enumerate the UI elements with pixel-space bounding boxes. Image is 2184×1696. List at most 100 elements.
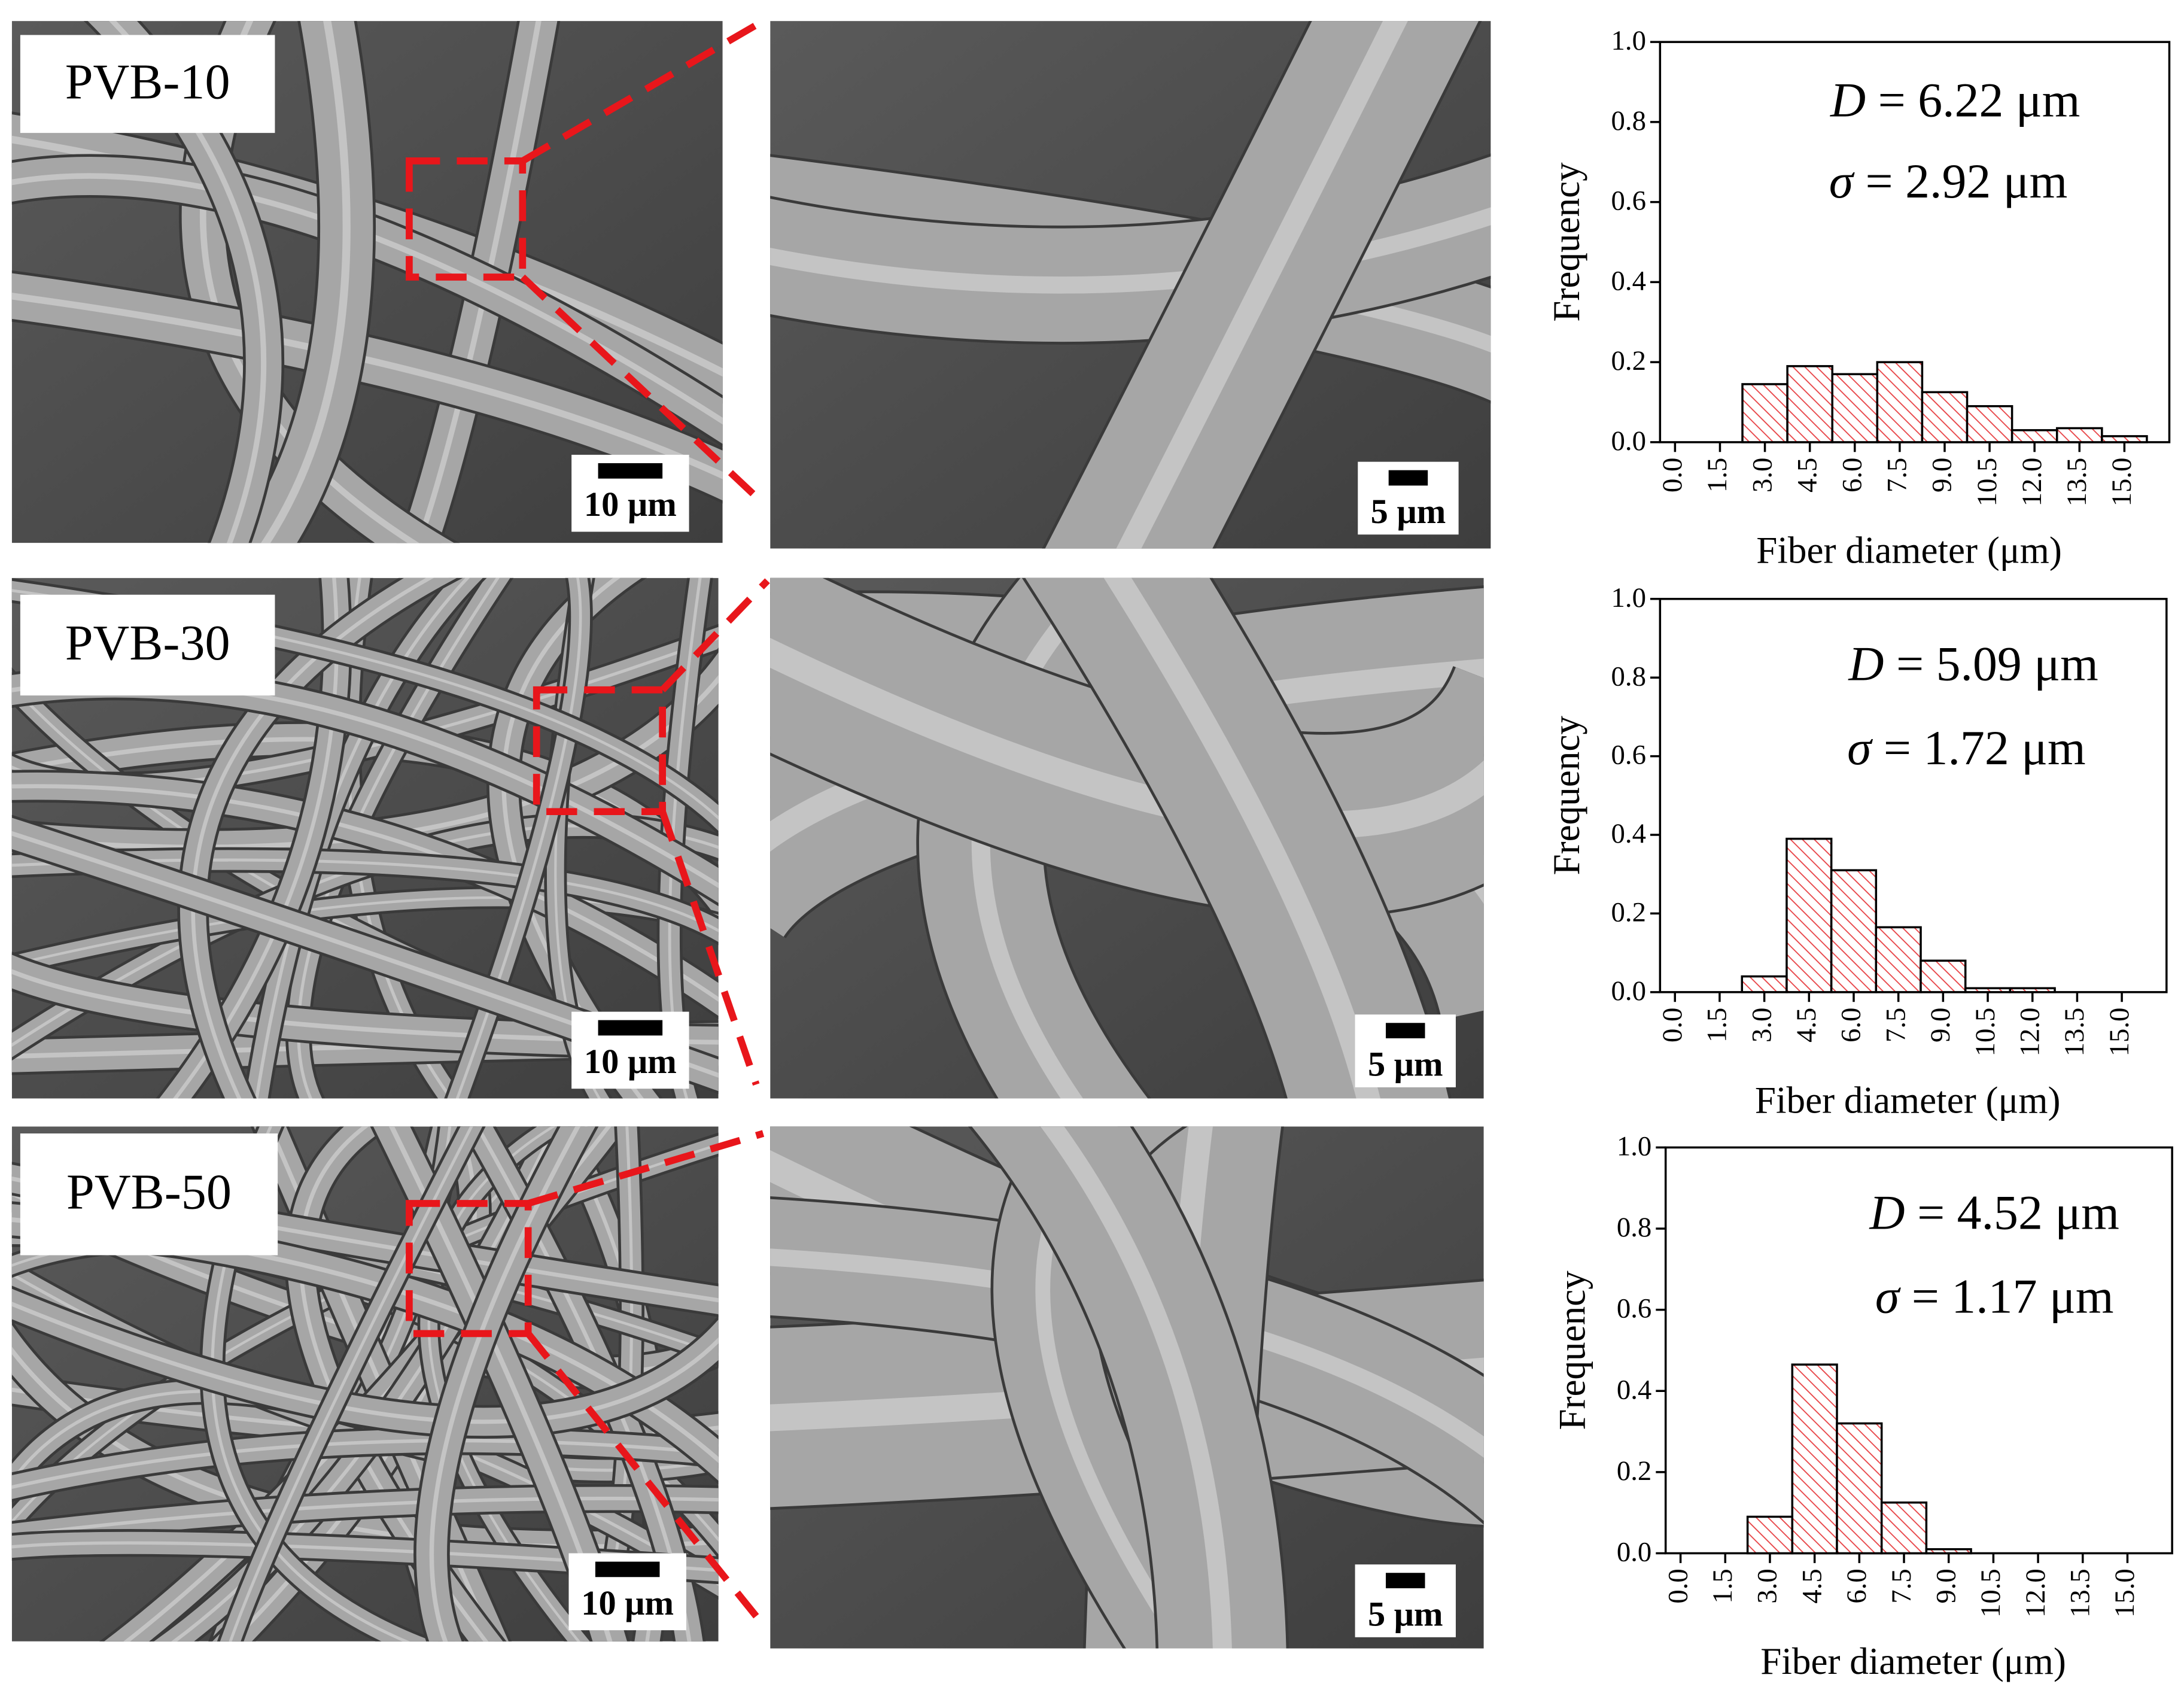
zoom-line bbox=[527, 1130, 765, 1207]
histogram-bar bbox=[1741, 383, 1788, 443]
label-box bbox=[20, 1133, 278, 1256]
x-tick-label: 15.0 bbox=[2104, 1008, 2135, 1057]
zoom-box bbox=[533, 686, 666, 816]
y-tick-label: 1.0 bbox=[1617, 1130, 1651, 1162]
x-tick-label: 0.0 bbox=[1662, 1569, 1693, 1603]
y-tick-label: 0.6 bbox=[1611, 186, 1646, 217]
zoom-line bbox=[659, 578, 770, 692]
fiber-highlight bbox=[11, 1439, 719, 1489]
histogram-bar bbox=[1786, 365, 1833, 443]
fiber-highlight bbox=[594, 1126, 634, 1642]
x-tick-label: 0.0 bbox=[1657, 458, 1688, 493]
histogram-bar bbox=[1880, 1501, 1928, 1555]
y-tick-label: 0.0 bbox=[1611, 425, 1646, 457]
annotation: σ = 2.92 μm bbox=[1829, 154, 2068, 208]
x-tick-label: 13.5 bbox=[2059, 1008, 2090, 1057]
zoom-line bbox=[659, 810, 760, 1086]
histogram-bar bbox=[1831, 373, 1879, 443]
fiber-highlight bbox=[770, 207, 1491, 294]
sem-image bbox=[11, 578, 719, 1099]
sem-image bbox=[770, 578, 1484, 1099]
annotation: D = 6.22 μm bbox=[1830, 72, 2080, 127]
y-tick-label: 1.0 bbox=[1611, 25, 1646, 56]
histogram-bar bbox=[1921, 391, 1969, 443]
histogram-bar bbox=[1836, 1422, 1883, 1555]
y-tick-label: 0.0 bbox=[1611, 975, 1646, 1007]
y-tick-label: 1.0 bbox=[1611, 582, 1646, 613]
scale-bar-label: 5 μm bbox=[1368, 1045, 1443, 1084]
sem-image bbox=[11, 21, 723, 543]
x-tick-label: 1.5 bbox=[1707, 1569, 1738, 1603]
scale-bar bbox=[1386, 1023, 1425, 1039]
zoom-box bbox=[406, 157, 527, 281]
x-tick-label: 6.0 bbox=[1841, 1569, 1872, 1603]
y-tick-label: 0.2 bbox=[1611, 897, 1646, 928]
x-tick-label: 10.5 bbox=[1975, 1569, 2006, 1618]
x-tick-label: 4.5 bbox=[1796, 1569, 1827, 1603]
y-tick-label: 0.6 bbox=[1617, 1293, 1651, 1324]
scale-bar-label: 5 μm bbox=[1368, 1594, 1443, 1633]
scale-bar-label: 10 μm bbox=[584, 1042, 677, 1081]
histogram-bar bbox=[1746, 1515, 1794, 1555]
fiber-highlight bbox=[1116, 21, 1408, 549]
x-axis-label: Fiber diameter (μm) bbox=[1755, 1079, 2061, 1121]
histogram-bar bbox=[1741, 975, 1788, 993]
x-tick-label: 7.5 bbox=[1882, 458, 1913, 493]
x-tick-label: 9.0 bbox=[1930, 1569, 1961, 1603]
y-tick-label: 0.2 bbox=[1617, 1455, 1651, 1487]
y-tick-label: 0.6 bbox=[1611, 740, 1646, 771]
scale-bar-label: 5 μm bbox=[1371, 492, 1446, 531]
zoom-line bbox=[525, 1331, 759, 1619]
fiber-highlight bbox=[191, 578, 434, 1099]
x-tick-label: 1.5 bbox=[1702, 458, 1733, 493]
scale-bar bbox=[1388, 470, 1428, 486]
x-axis-label: Fiber diameter (μm) bbox=[1756, 529, 2062, 571]
scale-bar bbox=[595, 1561, 660, 1578]
annotation: D = 5.09 μm bbox=[1848, 636, 2098, 691]
x-axis-label: Fiber diameter (μm) bbox=[1760, 1640, 2066, 1682]
sample-label: PVB-50 bbox=[66, 1165, 232, 1220]
fiber-highlight bbox=[11, 293, 723, 479]
y-tick-label: 0.8 bbox=[1617, 1212, 1651, 1243]
histogram-bar bbox=[2010, 429, 2058, 443]
y-tick-label: 0.4 bbox=[1611, 818, 1646, 849]
x-tick-label: 12.0 bbox=[2014, 1008, 2045, 1057]
histogram-bar bbox=[1925, 1548, 1972, 1555]
x-tick-label: 7.5 bbox=[1886, 1569, 1917, 1603]
x-tick-label: 3.0 bbox=[1747, 458, 1778, 493]
histogram-bar bbox=[1875, 926, 1922, 993]
y-axis-label: Frequency bbox=[1552, 1271, 1593, 1430]
x-tick-label: 6.0 bbox=[1837, 458, 1868, 493]
scale-bar bbox=[1386, 1573, 1425, 1588]
histogram-bar bbox=[1966, 405, 2013, 443]
x-tick-label: 9.0 bbox=[1925, 1008, 1956, 1042]
y-axis-label: Frequency bbox=[1546, 716, 1587, 876]
fiber-highlight bbox=[668, 578, 702, 1099]
x-tick-label: 15.0 bbox=[2109, 1569, 2140, 1618]
x-tick-label: 7.5 bbox=[1880, 1008, 1911, 1042]
x-tick-label: 3.0 bbox=[1746, 1008, 1777, 1042]
x-tick-label: 4.5 bbox=[1791, 458, 1823, 493]
fiber-highlight bbox=[11, 173, 723, 425]
x-tick-label: 10.5 bbox=[1970, 1008, 2001, 1057]
scale-bar-label: 10 μm bbox=[581, 1583, 674, 1622]
label-box bbox=[20, 594, 275, 696]
sample-label: PVB-10 bbox=[65, 54, 230, 110]
x-tick-label: 10.5 bbox=[1972, 458, 2003, 507]
histogram-bar bbox=[1876, 361, 1924, 443]
x-tick-label: 1.5 bbox=[1702, 1008, 1733, 1042]
x-tick-label: 13.5 bbox=[2061, 458, 2092, 507]
y-tick-label: 0.8 bbox=[1611, 661, 1646, 692]
annotation: D = 4.52 μm bbox=[1869, 1185, 2119, 1239]
x-tick-label: 6.0 bbox=[1836, 1008, 1867, 1042]
histogram-bar bbox=[2009, 987, 2056, 993]
x-tick-label: 4.5 bbox=[1791, 1008, 1822, 1042]
fiber-highlight bbox=[229, 1126, 473, 1642]
fiber-highlight bbox=[260, 21, 351, 543]
y-tick-label: 0.2 bbox=[1611, 345, 1646, 376]
y-tick-label: 0.8 bbox=[1611, 105, 1646, 136]
fiber-highlight bbox=[255, 578, 470, 1099]
sem-image bbox=[770, 21, 1491, 549]
